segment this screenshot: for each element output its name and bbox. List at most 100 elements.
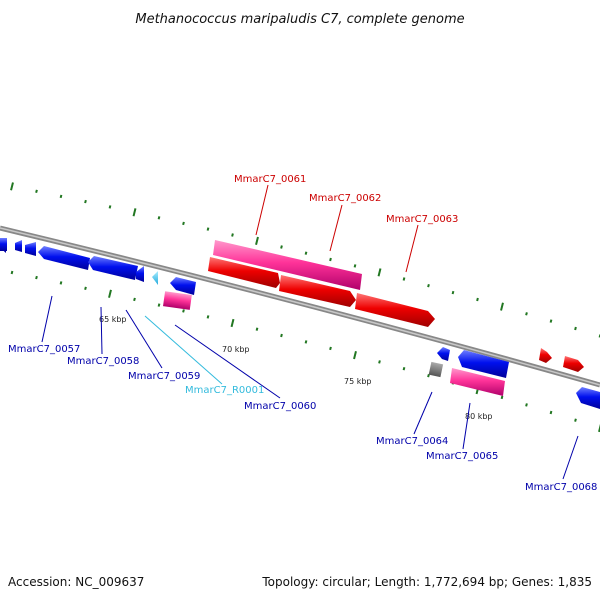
minor-tick-mark (598, 334, 600, 338)
leader-0057 (41, 295, 53, 343)
leader-0058 (100, 306, 103, 355)
minor-tick-mark (304, 251, 308, 255)
gene-blue-box[interactable] (0, 238, 7, 251)
minor-tick-mark (525, 312, 528, 316)
gene-0063[interactable] (355, 293, 435, 327)
gene-blue-0065[interactable] (458, 350, 509, 378)
gene-label-0057[interactable]: MmarC7_0057 (8, 344, 80, 355)
gene-label-0065[interactable]: MmarC7_0065 (426, 451, 498, 462)
major-tick-mark (353, 350, 357, 360)
major-tick-mark (10, 182, 14, 191)
gene-0062[interactable] (279, 275, 356, 307)
minor-tick-mark (574, 326, 577, 331)
minor-tick-mark (35, 189, 38, 193)
major-tick-mark (377, 268, 382, 277)
gene-label-0062[interactable]: MmarC7_0062 (309, 193, 381, 204)
minor-tick-mark (378, 360, 381, 364)
leader-0068 (562, 435, 579, 480)
gene-0058[interactable] (88, 256, 138, 280)
gene-0062-red[interactable] (208, 257, 280, 288)
minor-tick-mark (255, 327, 259, 331)
minor-tick-mark (329, 346, 332, 351)
leader-0062 (329, 204, 343, 252)
minor-tick-mark (206, 227, 210, 231)
scale-label-75kbp: 75 kbp (344, 377, 372, 386)
minor-tick-mark (206, 315, 210, 319)
map-title: Methanococcus maripaludis C7, complete g… (135, 12, 464, 27)
gene-red-arrow[interactable] (539, 348, 552, 363)
minor-tick-mark (10, 270, 14, 275)
scale-label-70kbp: 70 kbp (222, 345, 250, 354)
gene-label-0063[interactable]: MmarC7_0063 (386, 214, 458, 225)
leader-0060 (174, 324, 281, 399)
gene-0064-blue[interactable] (437, 347, 450, 361)
minor-tick-mark (157, 216, 161, 220)
gene-label-0058[interactable]: MmarC7_0058 (67, 356, 139, 367)
minor-tick-mark (549, 319, 553, 323)
leader-0061 (255, 184, 269, 236)
minor-tick-mark (280, 333, 283, 338)
major-tick-mark (255, 236, 259, 246)
gene-label-R0001[interactable]: MmarC7_R0001 (185, 385, 264, 396)
gene-0061[interactable] (213, 240, 362, 290)
minor-tick-mark (280, 245, 283, 249)
gene-0059[interactable] (136, 266, 144, 282)
minor-tick-mark (304, 340, 308, 344)
major-tick-mark (598, 423, 600, 433)
gene-label-0060[interactable]: MmarC7_0060 (244, 401, 316, 412)
leader-0059 (125, 309, 163, 369)
genome-backbone-highlight (0, 227, 600, 386)
gene-blue-arrow[interactable] (25, 242, 36, 256)
major-tick-mark (108, 289, 112, 298)
gene-label-0068[interactable]: MmarC7_0068 (525, 482, 597, 493)
genome-summary-text: Topology: circular; Length: 1,772,694 bp… (261, 575, 592, 589)
major-tick-mark (230, 318, 235, 328)
major-tick-mark (132, 208, 137, 217)
gene-red-arrow[interactable] (563, 356, 584, 372)
minor-tick-mark (59, 194, 63, 199)
gene-0060-blue[interactable] (170, 277, 196, 295)
gene-R0001[interactable] (152, 271, 158, 285)
scale-label-80kbp: 80 kbp (465, 412, 493, 421)
minor-tick-mark (427, 374, 430, 378)
minor-tick-mark (549, 410, 553, 415)
minor-tick-mark (427, 284, 430, 288)
major-tick-mark (500, 302, 504, 311)
gene-0064[interactable] (428, 361, 444, 378)
minor-tick-mark (182, 309, 185, 313)
gene-label-0059[interactable]: MmarC7_0059 (128, 371, 200, 382)
minor-tick-mark (574, 418, 577, 422)
minor-tick-mark (451, 290, 455, 295)
gene-0068[interactable] (576, 387, 600, 409)
gene-label-0064[interactable]: MmarC7_0064 (376, 436, 448, 447)
minor-tick-mark (402, 367, 406, 371)
minor-tick-mark (402, 277, 406, 281)
leader-0064 (413, 391, 433, 435)
gene-blue-arrow[interactable] (15, 240, 22, 252)
leader-0065 (462, 402, 471, 450)
minor-tick-mark (353, 264, 357, 268)
gene-0060[interactable] (163, 291, 192, 310)
minor-tick-mark (476, 297, 479, 302)
leader-R0001 (144, 315, 223, 385)
minor-tick-mark (35, 275, 38, 280)
scale-label-65kbp: 65 kbp (99, 315, 127, 324)
gene-0065[interactable] (450, 368, 505, 396)
minor-tick-mark (59, 281, 63, 285)
minor-tick-mark (500, 395, 504, 400)
accession-text: Accession: NC_009637 (8, 575, 144, 589)
leader-0063 (405, 224, 419, 273)
minor-tick-mark (84, 286, 87, 290)
minor-tick-mark (157, 303, 161, 307)
minor-tick-mark (525, 403, 528, 407)
minor-tick-mark (84, 199, 87, 204)
scale-ticks (10, 182, 600, 433)
minor-tick-mark (329, 257, 332, 262)
gene-0057[interactable] (38, 246, 90, 270)
gene-label-0061[interactable]: MmarC7_0061 (234, 174, 306, 185)
minor-tick-mark (231, 233, 234, 237)
minor-tick-mark (133, 297, 136, 302)
minor-tick-mark (108, 205, 112, 209)
minor-tick-mark (182, 221, 185, 226)
